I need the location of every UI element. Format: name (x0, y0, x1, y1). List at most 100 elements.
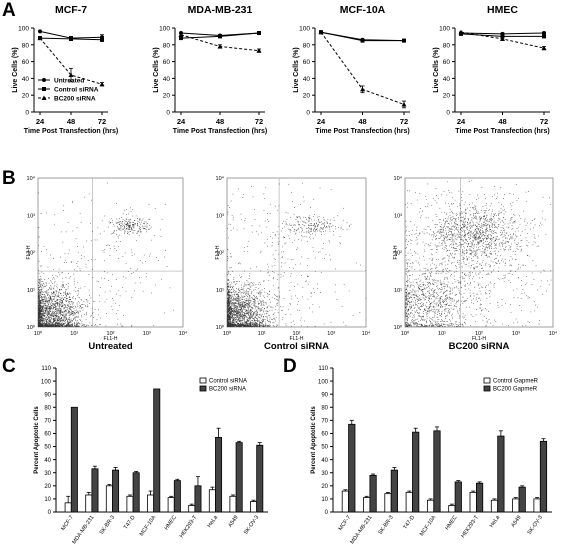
event-dot (38, 302, 40, 304)
y-tick-label: 10¹ (27, 288, 35, 294)
event-dot (309, 225, 311, 226)
event-dot (303, 231, 305, 233)
event-dot (103, 230, 105, 232)
event-dot (78, 322, 79, 323)
event-dot (56, 319, 58, 320)
event-dot (264, 325, 266, 327)
event-dot (265, 324, 267, 326)
event-dot (38, 227, 40, 228)
event-dot (328, 225, 329, 227)
event-dot (45, 282, 47, 283)
event-dot (134, 223, 135, 225)
event-dot (240, 322, 241, 324)
event-dot (40, 301, 41, 303)
event-dot (47, 301, 48, 302)
event-dot (56, 323, 57, 324)
event-dot (258, 303, 259, 304)
event-dot (42, 317, 43, 318)
event-dot (244, 306, 245, 308)
event-dot (53, 292, 54, 294)
event-dot (44, 323, 46, 324)
event-dot (61, 303, 63, 304)
event-dot (241, 306, 243, 308)
data-point (218, 34, 222, 39)
event-dot (128, 225, 130, 227)
event-dot (53, 269, 54, 270)
event-dot (54, 303, 55, 305)
event-dot (63, 298, 64, 300)
event-dot (70, 309, 72, 310)
event-dot (245, 293, 247, 294)
event-dot (131, 252, 133, 253)
event-dot (49, 295, 51, 297)
event-dot (238, 314, 240, 316)
event-dot (117, 318, 119, 320)
event-dot (241, 305, 243, 306)
event-dot (165, 250, 166, 251)
event-dot (257, 325, 259, 327)
event-dot (67, 298, 68, 299)
event-dot (229, 298, 231, 300)
event-dot (55, 295, 56, 296)
event-dot (38, 319, 40, 320)
event-dot (68, 302, 70, 304)
event-dot (107, 182, 108, 184)
event-dot (240, 320, 241, 322)
event-dot (252, 323, 253, 324)
panel-b-flow-cytometry: 10⁰10⁰10¹10¹10²10²10³10³10⁴10⁴FL1-HFL3-H… (26, 175, 558, 352)
event-dot (227, 323, 229, 324)
event-dot (122, 325, 123, 327)
event-dot (230, 323, 232, 325)
event-dot (253, 295, 255, 297)
event-dot (241, 292, 243, 293)
event-dot (256, 310, 258, 312)
event-dot (231, 312, 232, 314)
event-dot (47, 312, 48, 313)
event-dot (42, 306, 44, 307)
event-dot (252, 325, 254, 326)
event-dot (254, 316, 256, 317)
event-dot (42, 311, 44, 313)
event-dot (230, 312, 232, 314)
event-dot (227, 325, 229, 326)
event-dot (39, 307, 40, 308)
event-dot (63, 295, 64, 296)
event-dot (228, 272, 230, 274)
event-dot (61, 310, 62, 312)
event-dot (59, 304, 60, 306)
event-dot (40, 322, 42, 324)
event-dot (258, 317, 260, 319)
event-dot (228, 315, 230, 317)
event-dot (229, 302, 230, 304)
event-dot (131, 249, 132, 251)
event-dot (40, 314, 42, 315)
event-dot (250, 322, 252, 323)
event-dot (77, 311, 78, 313)
event-dot (120, 222, 122, 224)
event-dot (38, 287, 39, 288)
event-dot (229, 322, 231, 324)
event-dot (237, 322, 238, 324)
event-dot (132, 272, 134, 273)
event-dot (264, 307, 265, 309)
event-dot (228, 309, 230, 311)
event-dot (117, 226, 118, 227)
event-dot (242, 314, 243, 316)
event-dot (138, 228, 140, 229)
event-dot (254, 299, 255, 301)
event-dot (254, 311, 256, 313)
event-dot (248, 314, 249, 316)
event-dot (252, 317, 253, 319)
event-dot (54, 323, 56, 325)
event-dot (49, 317, 50, 318)
event-dot (66, 321, 68, 322)
event-dot (140, 218, 141, 220)
event-dot (54, 309, 56, 311)
event-dot (57, 311, 59, 313)
event-dot (83, 325, 85, 327)
event-dot (38, 293, 39, 295)
event-dot (227, 300, 228, 302)
event-dot (240, 325, 242, 327)
event-dot (238, 318, 239, 320)
event-dot (42, 323, 43, 325)
